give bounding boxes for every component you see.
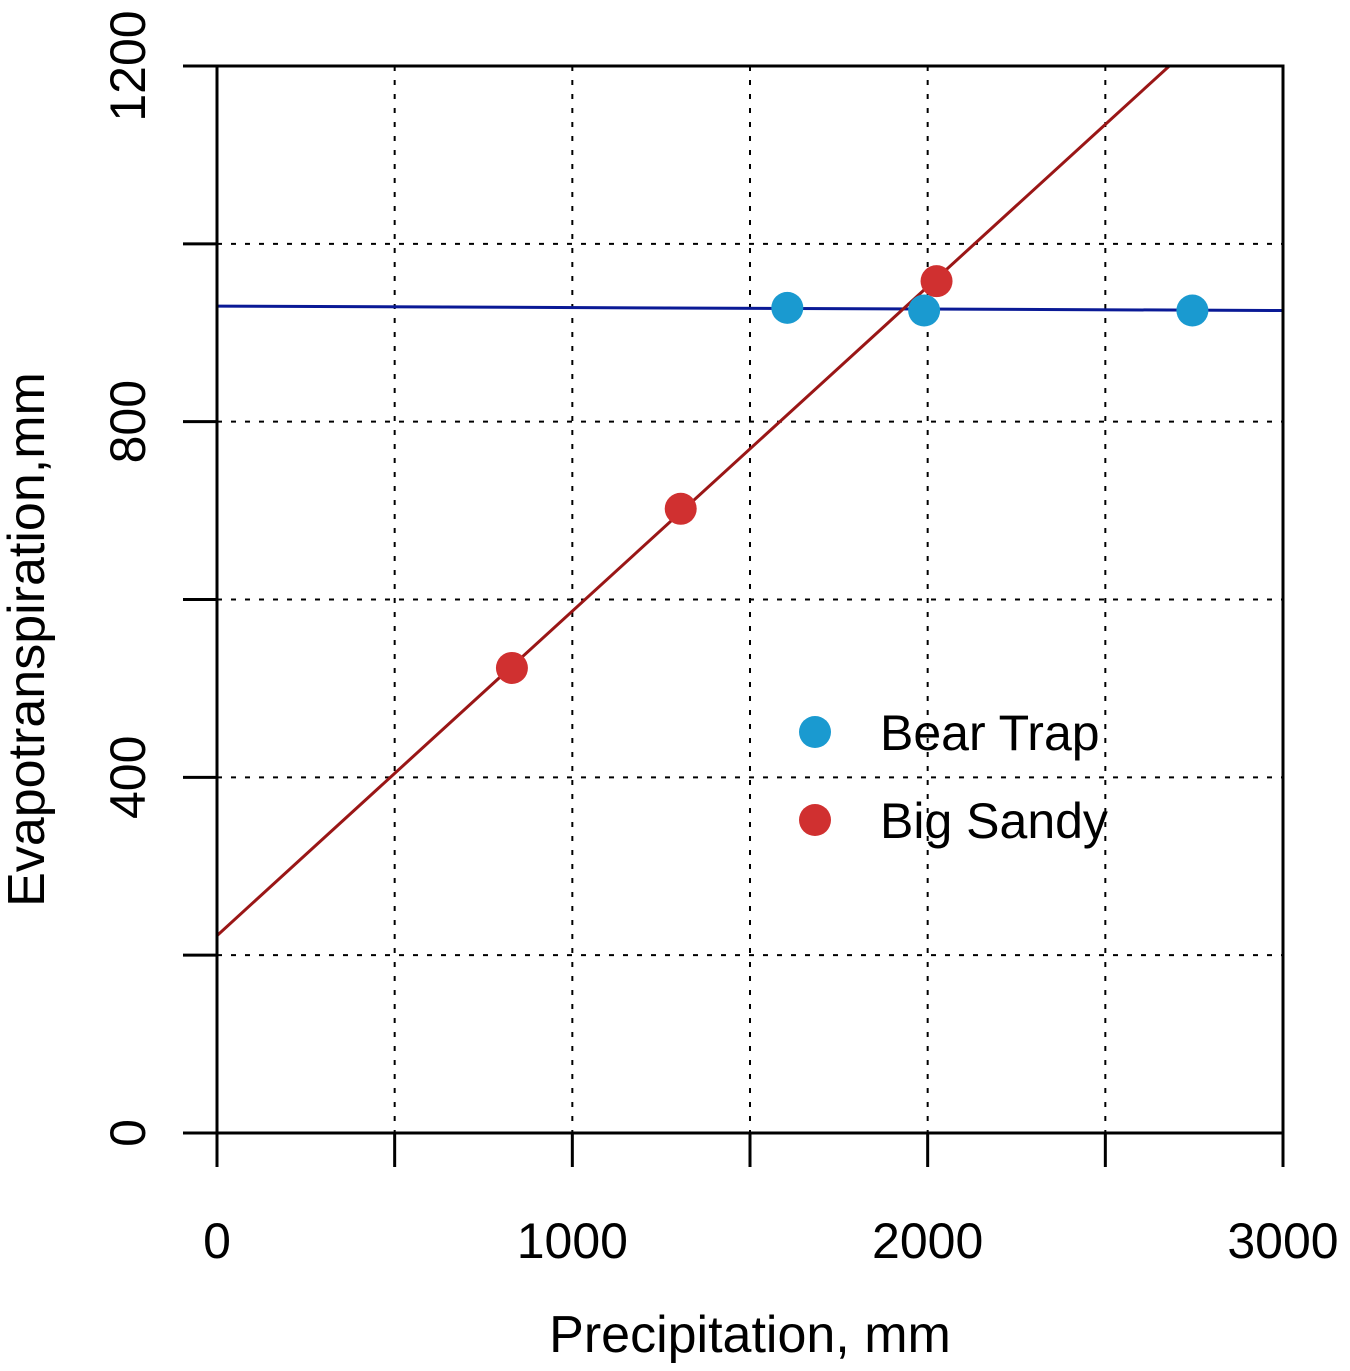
legend: Bear Trap Big Sandy	[799, 705, 1108, 849]
x-tick-label: 0	[203, 1213, 231, 1269]
data-point-bear-trap	[908, 294, 941, 327]
data-point-big-sandy	[920, 265, 953, 298]
data-points	[495, 265, 1209, 684]
y-axis-title: Evapotranspiration,mm	[0, 372, 56, 907]
data-point-bear-trap	[771, 291, 804, 324]
legend-label: Big Sandy	[880, 793, 1108, 849]
x-tick-label: 3000	[1227, 1213, 1338, 1269]
y-tick-label: 800	[100, 380, 156, 463]
x-axis: 0 1000 2000 3000	[203, 1133, 1339, 1269]
data-point-bear-trap	[1176, 294, 1209, 327]
fit-line-bear-trap	[217, 304, 1283, 313]
y-tick-label: 0	[100, 1119, 156, 1147]
x-tick-label: 1000	[517, 1213, 628, 1269]
data-point-big-sandy	[495, 651, 528, 684]
legend-label: Bear Trap	[880, 705, 1100, 761]
grid-lines	[217, 66, 1283, 1133]
legend-marker	[799, 804, 831, 836]
legend-marker	[799, 716, 831, 748]
data-point-big-sandy	[664, 492, 697, 525]
y-tick-label: 400	[100, 736, 156, 819]
x-axis-title: Precipitation, mm	[549, 1306, 951, 1364]
x-tick-label: 2000	[872, 1213, 983, 1269]
y-axis: 0 400 800 1200	[100, 10, 217, 1147]
y-tick-label: 1200	[100, 10, 156, 121]
